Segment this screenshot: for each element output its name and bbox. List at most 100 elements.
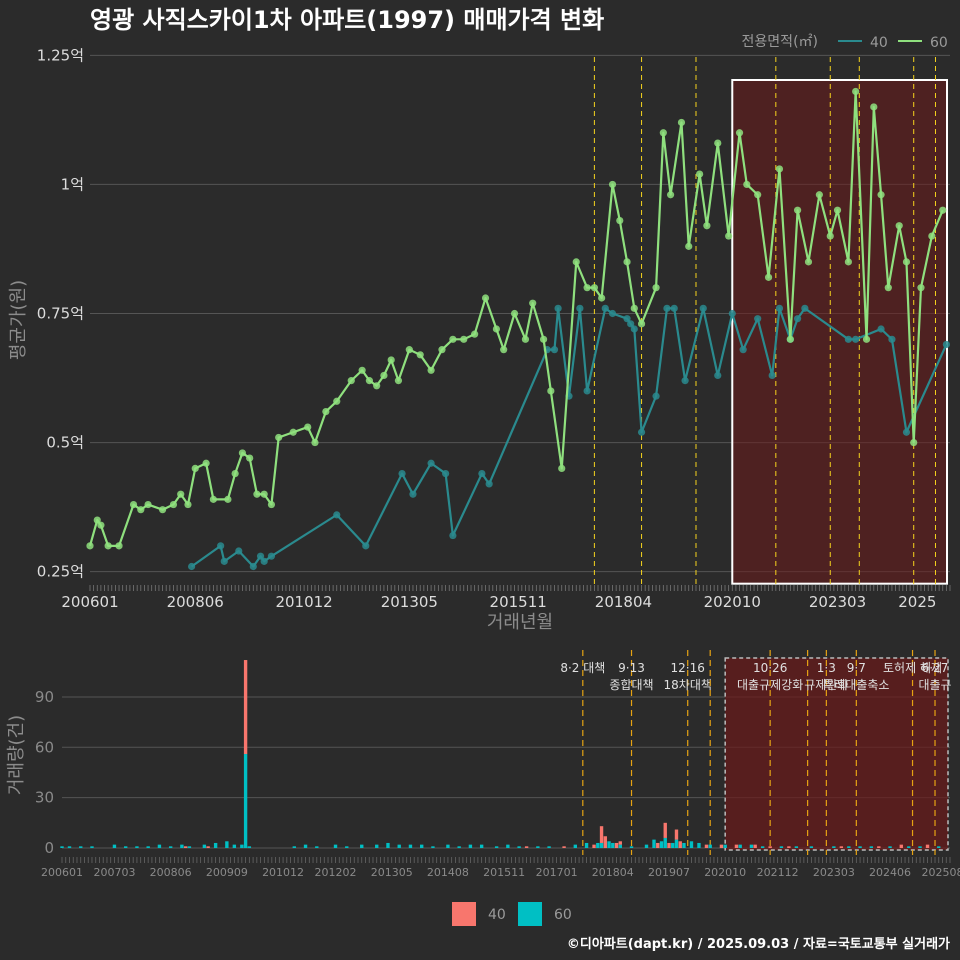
data-point-60: [333, 397, 341, 405]
bar-x-tick-label: 201012: [262, 866, 304, 879]
data-point-40: [550, 346, 559, 354]
data-point-60: [184, 500, 192, 509]
bar-40: [925, 844, 930, 848]
data-point-60: [97, 521, 105, 529]
data-point-40: [235, 547, 243, 555]
bar-y-tick-label: 0: [44, 839, 54, 857]
bar-40: [562, 846, 566, 848]
legend-bar-label-60: 60: [554, 907, 572, 923]
data-point-60: [267, 500, 276, 509]
data-point-60: [394, 377, 403, 385]
bar-60: [146, 846, 150, 848]
data-point-40: [754, 315, 762, 323]
bar-x-tick-label: 201907: [648, 866, 690, 879]
data-point-40: [260, 557, 268, 565]
bar-40: [734, 844, 739, 848]
bar-60: [333, 844, 338, 848]
data-point-40: [333, 511, 341, 519]
bar-60: [652, 839, 656, 848]
data-point-60: [852, 87, 860, 96]
data-point-60: [347, 377, 355, 385]
data-point-60: [623, 258, 631, 266]
bar-60: [832, 846, 836, 848]
data-point-60: [365, 377, 374, 385]
bar-40: [599, 826, 604, 843]
data-point-60: [917, 284, 925, 292]
price-chart: 0.25억 0.5억 0.75억 1억 1.25억 200601 200806 201012 2…: [37, 46, 951, 611]
data-point-40: [681, 377, 689, 385]
data-point-40: [793, 315, 802, 323]
data-point-60: [427, 366, 435, 374]
legend-title: 전용면적(㎡): [742, 34, 818, 50]
data-point-60: [833, 206, 842, 214]
bar-x-tick-label: 201804: [592, 866, 634, 879]
bar-40: [524, 846, 529, 848]
bar-60: [779, 846, 784, 848]
data-point-60: [630, 304, 638, 312]
bar-60: [847, 846, 851, 848]
bar-60: [303, 844, 308, 848]
legend-swatch-40: [452, 902, 476, 926]
data-point-40: [217, 542, 225, 550]
bar-60: [479, 844, 484, 848]
bar-60: [760, 846, 765, 848]
data-point-60: [224, 495, 232, 503]
data-point-40: [623, 315, 631, 323]
data-point-60: [144, 500, 152, 509]
policy-label: 토허제 해제: [883, 661, 942, 675]
data-point-40: [608, 309, 617, 318]
data-point-40: [630, 325, 638, 333]
bar-60: [618, 844, 622, 848]
data-point-60: [289, 428, 297, 436]
bar-y-tick-label: 90: [35, 688, 54, 706]
data-point-60: [438, 346, 446, 354]
data-point-60: [725, 232, 733, 240]
bar-60: [135, 846, 139, 848]
data-point-60: [500, 346, 508, 354]
data-point-40: [554, 304, 562, 312]
bar-60: [243, 754, 248, 848]
data-point-60: [209, 495, 217, 503]
data-point-40: [249, 562, 257, 571]
bar-60: [644, 844, 649, 848]
bar-x-tick-label: 202112: [757, 866, 799, 879]
data-point-40: [942, 340, 950, 349]
x-tick-label: 202303: [809, 593, 866, 611]
data-point-40: [267, 552, 276, 560]
bar-40: [753, 844, 757, 848]
bar-40: [206, 846, 210, 848]
bar-40: [899, 844, 903, 848]
bottom-y-axis-title: 거래량(건): [6, 715, 27, 795]
bar-x-tick-label: 200703: [93, 866, 135, 879]
data-point-60: [115, 542, 123, 550]
data-point-60: [764, 273, 773, 281]
data-point-40: [775, 304, 784, 312]
bar-60: [536, 846, 540, 848]
volume-chart: 0 30 60 90 8·2 대책 9·13 종합대책 12·16 18차대책 10·26 대출규제…: [35, 650, 960, 879]
data-point-40: [478, 469, 486, 478]
data-point-40: [256, 552, 265, 560]
data-point-60: [539, 335, 548, 343]
bar-60: [345, 846, 349, 848]
bar-highlight-box: [724, 657, 949, 851]
data-point-40: [902, 428, 911, 436]
bar-60: [689, 841, 694, 848]
bar-60: [584, 842, 589, 848]
data-point-60: [416, 351, 424, 359]
x-tick-label: 202010: [704, 593, 761, 611]
bar-60: [386, 842, 390, 848]
bar-60: [90, 846, 94, 848]
bar-60: [918, 846, 922, 848]
data-point-40: [601, 304, 609, 312]
data-point-60: [191, 464, 199, 473]
data-point-60: [253, 490, 261, 498]
bar-60: [187, 846, 192, 848]
bar-x-tick-label: 201305: [371, 866, 413, 879]
data-point-60: [547, 387, 555, 395]
bar-60: [869, 846, 874, 848]
top-y-axis-title: 평균가(원): [8, 280, 29, 360]
data-point-40: [362, 542, 370, 550]
data-point-60: [583, 284, 591, 292]
